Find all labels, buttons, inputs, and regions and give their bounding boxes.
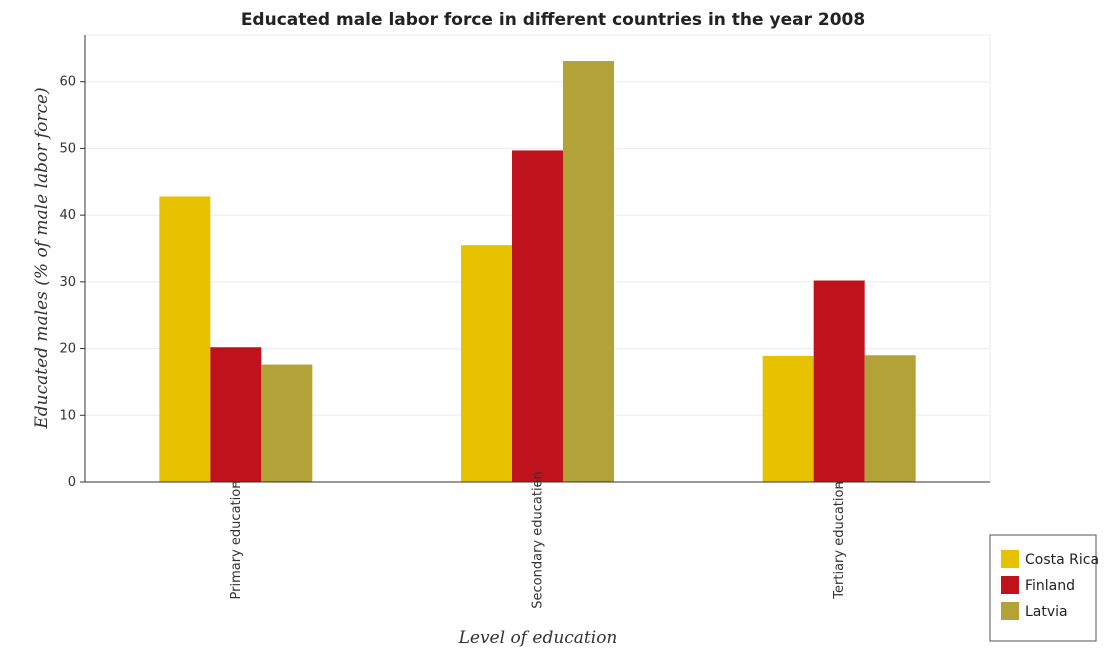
y-axis-label: Educated males (% of male labor force): [32, 87, 52, 429]
y-tick-label: 30: [59, 275, 76, 290]
bar: [813, 280, 865, 482]
bar: [261, 364, 313, 482]
legend-entry: Latvia: [1025, 604, 1068, 620]
x-axis-label: Level of education: [458, 628, 618, 648]
legend-swatch: [1001, 576, 1019, 594]
chart-title: Educated male labor force in different c…: [241, 10, 865, 30]
y-tick-label: 60: [59, 75, 76, 90]
bar: [159, 196, 211, 482]
legend: Costa Rica Finland Latvia: [989, 534, 1099, 642]
y-tick-label: 50: [59, 141, 76, 156]
bar: [563, 61, 614, 482]
y-tick-label: 20: [59, 342, 76, 357]
bar: [461, 245, 512, 482]
y-tick-label: 40: [59, 208, 76, 223]
legend-swatch: [1001, 550, 1019, 568]
legend-swatch: [1001, 602, 1019, 620]
bar: [210, 347, 262, 482]
legend-entry: Finland: [1025, 578, 1075, 594]
x-tick-labels: Primary education Secondary education Tert…: [229, 471, 847, 608]
x-tick-label: Secondary education: [531, 471, 546, 608]
y-tick-label: 10: [59, 408, 76, 423]
bars: [159, 61, 916, 482]
bar: [864, 355, 916, 482]
y-tick-labels: 0 10 20 30 40 50 60: [59, 75, 85, 490]
y-tick-label: 0: [68, 475, 76, 490]
x-tick-label: Primary education: [229, 481, 244, 600]
legend-entry: Costa Rica: [1025, 552, 1099, 568]
bar: [512, 150, 563, 482]
x-tick-label: Tertiary education: [832, 481, 847, 599]
bar: [762, 355, 814, 482]
